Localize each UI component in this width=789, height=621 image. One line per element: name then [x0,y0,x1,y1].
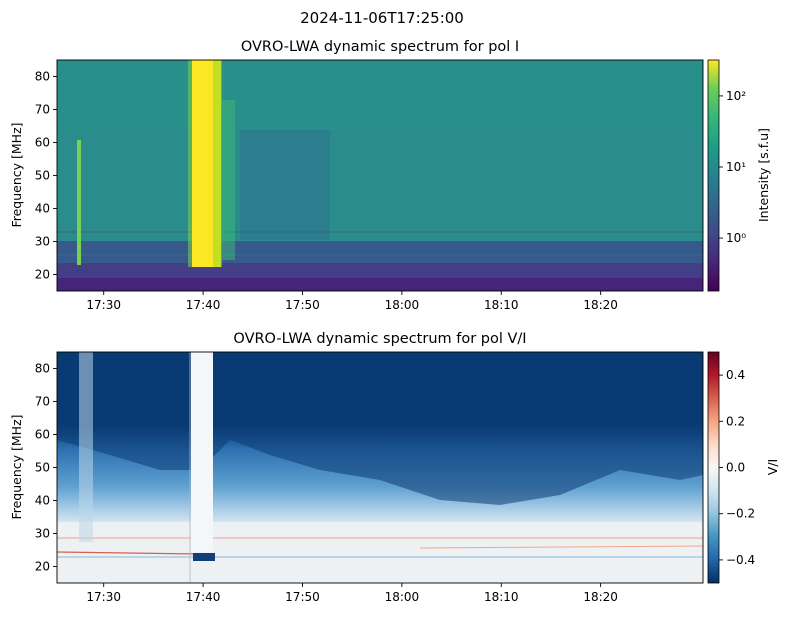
panel-i-lower-band [57,263,703,278]
panel-i-ylabel: Frequency [MHz] [9,122,24,227]
panel-vi-y-axis: 20 30 40 50 60 70 80 [35,362,57,574]
x-tick-label: 18:00 [385,590,420,604]
panel-vi-colorbar [707,351,720,584]
colorbar-tick-label: 0.2 [726,414,745,428]
y-tick-label: 70 [35,395,50,409]
colorbar-tick-label: 0.4 [726,368,745,382]
panel-i-y-axis: 20 30 40 50 60 70 80 [35,70,57,282]
panel-i-burst-tail [213,60,221,267]
panel-vi-red-line [419,545,704,549]
panel-i-burst [192,60,213,267]
panel-vi-heatmap [56,352,704,583]
y-tick-label: 50 [35,461,50,475]
x-tick-label: 17:50 [285,298,320,312]
panel-vi-x-axis: 17:30 17:40 17:50 18:00 18:10 18:20 [86,583,618,604]
panel-i-title: OVRO-LWA dynamic spectrum for pol I [241,39,519,55]
colorbar-tick-label: 10² [726,89,746,103]
panel-i-upper-band [57,60,703,130]
panel-stokes-vi: OVRO-LWA dynamic spectrum for pol V/I 20… [9,331,780,604]
colorbar-tick-label: 0.0 [726,461,745,475]
panel-i-low-band [57,241,703,263]
x-tick-label: 17:40 [186,590,221,604]
panel-vi-polarized-region [57,352,703,505]
panel-vi-colorbar-ticks: −0.4 −0.2 0.0 0.2 0.4 [719,368,755,567]
y-tick-label: 40 [35,202,50,216]
y-tick-label: 70 [35,103,50,117]
panel-i-narrow-burst [77,140,81,265]
y-tick-label: 50 [35,169,50,183]
x-tick-label: 18:20 [583,298,618,312]
x-tick-label: 17:50 [285,590,320,604]
panel-vi-title: OVRO-LWA dynamic spectrum for pol V/I [233,331,526,347]
panel-stokes-i: OVRO-LWA dynamic spectrum for pol I 20 30… [9,39,771,312]
panel-vi-narrow-feature [79,352,93,542]
y-tick-label: 60 [35,428,50,442]
panel-vi-burst [191,352,213,552]
x-tick-label: 17:40 [186,298,221,312]
y-tick-label: 60 [35,136,50,150]
y-tick-label: 80 [35,362,50,376]
panel-vi-colorbar-label: V/I [765,459,780,475]
y-tick-label: 20 [35,268,50,282]
panel-i-colorbar-ticks: 10⁰ 10¹ 10² [719,89,746,245]
figure-title: 2024-11-06T17:25:00 [300,9,464,27]
y-tick-label: 40 [35,494,50,508]
panel-vi-ylabel: Frequency [MHz] [9,414,24,519]
panel-i-heatmap [57,60,703,291]
panel-i-bottom-band [57,278,703,291]
y-tick-label: 30 [35,527,50,541]
colorbar-tick-label: 10¹ [726,160,746,174]
x-tick-label: 18:10 [484,590,519,604]
x-tick-label: 17:30 [86,298,121,312]
y-tick-label: 80 [35,70,50,84]
colorbar-tick-label: 10⁰ [726,231,746,245]
panel-i-colorbar [707,59,720,292]
x-tick-label: 18:10 [484,298,519,312]
x-tick-label: 18:20 [583,590,618,604]
y-tick-label: 20 [35,560,50,574]
x-tick-label: 18:00 [385,298,420,312]
panel-vi-burst-base [193,553,215,561]
panel-i-dim-region [240,130,330,240]
panel-i-colorbar-label: Intensity [s.f.u] [756,128,771,222]
colorbar-tick-label: −0.4 [726,553,755,567]
y-tick-label: 30 [35,235,50,249]
panel-vi-unpolarized-band [57,522,703,583]
colorbar-tick-label: −0.2 [726,507,755,521]
panel-vi-red-line [56,551,201,555]
panel-i-burst-fade [221,100,235,260]
panel-i-x-axis: 17:30 17:40 17:50 18:00 18:10 18:20 [86,291,618,312]
x-tick-label: 17:30 [86,590,121,604]
